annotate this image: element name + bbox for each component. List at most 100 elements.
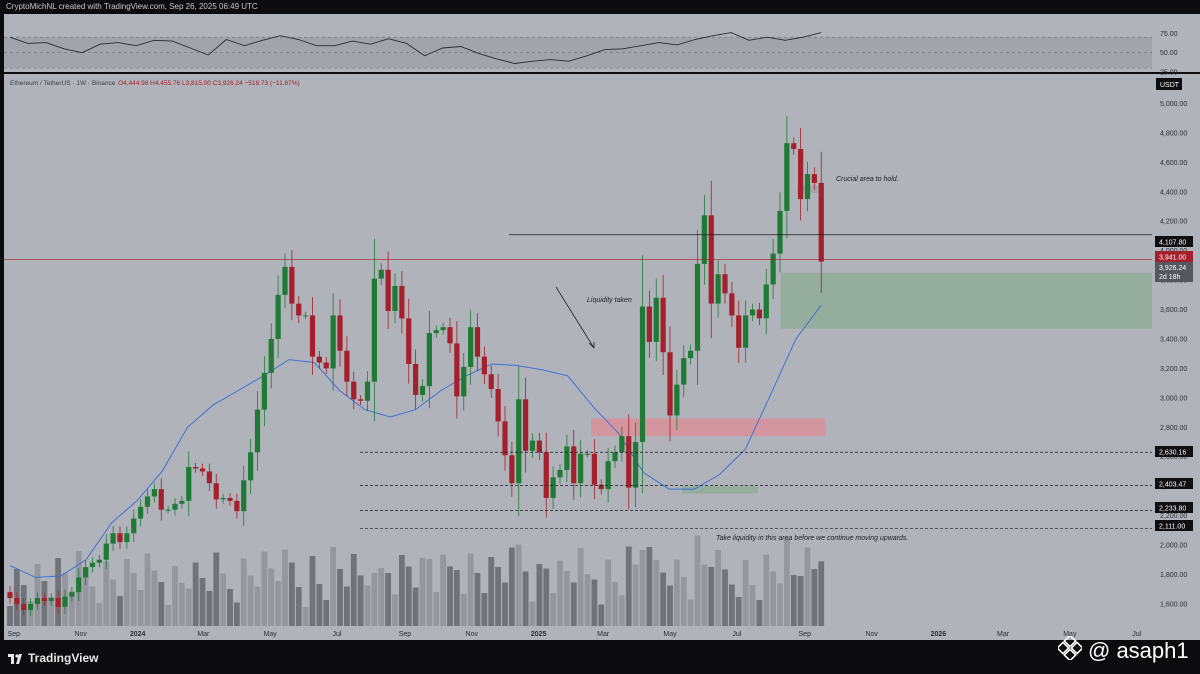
candle-body [536,440,542,453]
volume-bar [481,593,488,626]
candle-body [7,592,13,599]
tradingview-logo[interactable]: TradingView [8,651,98,665]
volume-bar [639,550,646,626]
candle-body [811,174,817,183]
candle-body [323,362,329,369]
volume-bar [158,582,165,626]
volume-bar [323,600,330,626]
volume-bar [680,577,687,626]
volume-bar [673,559,680,626]
candle-body [69,592,75,597]
candle-body [213,483,219,500]
time-axis[interactable] [4,626,1200,640]
volume-bar [419,558,426,626]
zone-demand-2 [682,486,758,494]
candle-body [818,182,824,262]
candle-body [124,533,130,543]
volume-bar [412,587,419,626]
svg-text:2,111.00: 2,111.00 [1159,524,1185,531]
volume-bar [735,597,742,626]
volume-bar [453,570,460,626]
time-tick-label: Jul [333,631,342,638]
candle-body [701,215,707,264]
candle-body [619,436,625,453]
price-tick-label: 4,600.00 [1160,160,1187,167]
candle-body [763,284,769,319]
candle-body [488,374,494,390]
volume-bar [433,592,440,626]
legend-ohlc: O4,444.98 H4,455.76 L3,815.00 C3,926.24 … [118,80,300,87]
candle-body [736,315,742,348]
candle-body [413,363,419,395]
svg-text:3,926.24: 3,926.24 [1159,265,1186,272]
time-tick-label: Jul [732,631,741,638]
volume-bar [254,586,261,626]
rsi-axis[interactable] [1152,14,1200,72]
candle-body [165,509,171,511]
price-tick-label: 4,400.00 [1160,189,1187,196]
volume-bar [268,568,275,626]
time-tick-label: Mar [597,631,610,638]
candle-body [454,343,460,397]
candle-body [426,333,432,387]
volume-bar [378,568,385,626]
svg-text:2d 18h: 2d 18h [1159,274,1181,281]
price-tick-label: 3,400.00 [1160,336,1187,343]
volume-bar [261,551,268,626]
candle-body [433,330,439,334]
volume-bar [474,573,481,626]
price-pane[interactable] [4,74,1152,626]
rsi-tick-label: 25.00 [1160,70,1178,77]
price-tick-label: 2,200.00 [1160,513,1187,520]
candle-body [254,409,261,453]
candle-body [41,598,47,601]
volume-bar [543,568,550,626]
volume-bar [240,558,247,626]
volume-bar [797,576,804,626]
label-2403: 2,403.47 [1155,478,1193,489]
price-tick-label: 3,000.00 [1160,395,1187,402]
volume-bar [96,603,103,626]
candle-body [612,452,618,462]
candle-body [309,315,316,357]
candle-body [550,477,556,498]
volume-bar [618,595,625,626]
volume-bar [130,573,137,626]
moving-average-line [9,304,822,578]
candle-body [571,446,577,484]
volume-bar [804,547,811,626]
price-tick-label: 1,800.00 [1160,572,1187,579]
candle-body [227,497,233,501]
price-tick-label: 1,600.00 [1160,601,1187,608]
volume-bar [701,564,708,626]
candle-body [660,297,666,353]
candle-body [303,315,309,317]
candle-body [34,598,41,604]
candle-body [392,285,398,311]
price-axis[interactable] [1152,74,1200,626]
svg-text:2,233.80: 2,233.80 [1159,506,1186,513]
volume-bar [763,554,770,626]
candle-body [248,452,254,481]
time-tick-label: Sep [799,631,812,638]
candle-body [344,350,350,382]
candle-body [275,294,281,339]
volume-bar [192,562,199,626]
candle-body [48,598,54,601]
rsi-tick-label: 75.00 [1160,31,1178,38]
time-tick-label: 2024 [130,631,146,638]
candle-body [151,489,157,497]
price-tick-label: 2,600.00 [1160,454,1187,461]
volume-bar [447,566,453,626]
volume-bar [783,538,790,626]
candle-body [633,442,639,488]
svg-text:2,403.47: 2,403.47 [1159,482,1186,489]
volume-bar [295,587,302,626]
candle-body [83,567,89,578]
currency-badge[interactable] [1156,78,1182,90]
volume-bar [522,571,529,626]
lines-layer [4,234,1152,530]
candle-body [14,598,20,604]
candle-body [729,293,735,316]
